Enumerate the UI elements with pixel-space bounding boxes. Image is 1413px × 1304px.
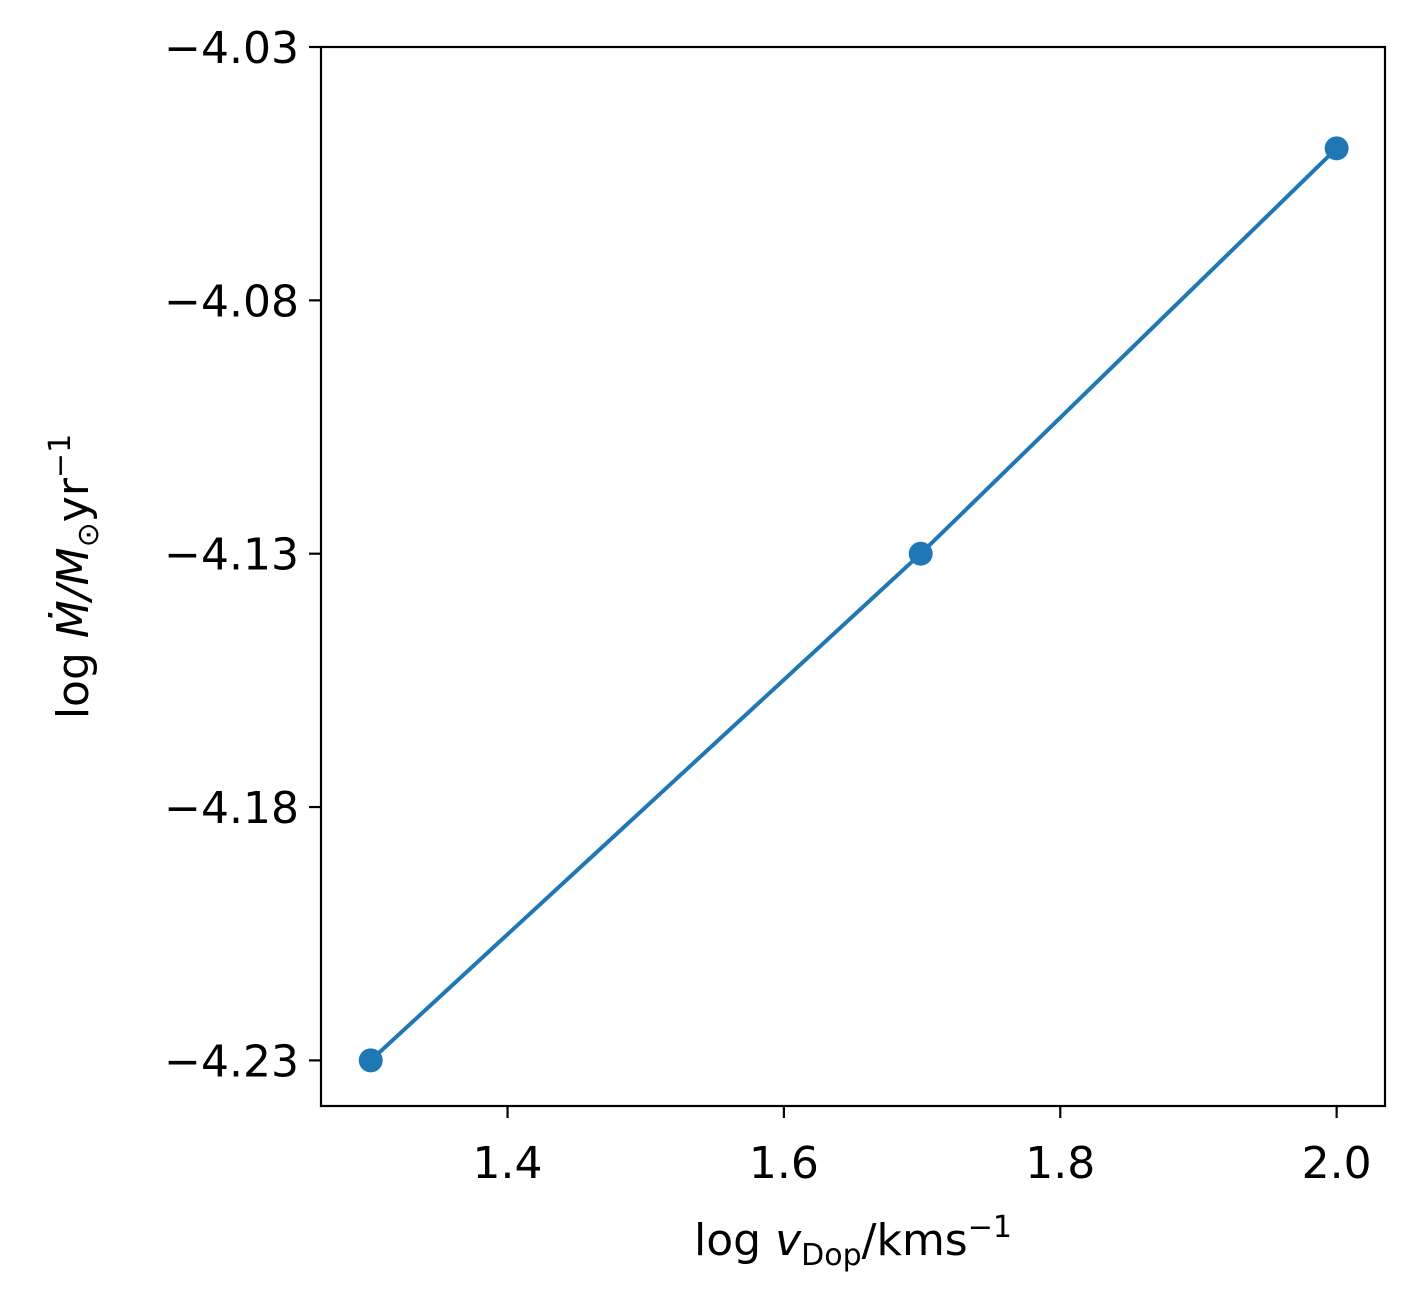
x-tick-label: 1.4 bbox=[473, 1138, 543, 1189]
x-tick-label: 2.0 bbox=[1302, 1138, 1372, 1189]
x-axis-label: log vDop/kms−1 bbox=[694, 1210, 1012, 1273]
x-tick-label: 1.8 bbox=[1025, 1138, 1095, 1189]
y-tick-label: −4.08 bbox=[164, 276, 299, 327]
x-tick-label: 1.6 bbox=[749, 1138, 819, 1189]
y-tick-label: −4.03 bbox=[164, 23, 299, 74]
plot-frame bbox=[319, 45, 1387, 1108]
y-axis-label-mid: /M bbox=[48, 547, 99, 604]
data-point bbox=[358, 1048, 383, 1073]
y-axis-label-prefix: log bbox=[48, 638, 99, 719]
x-axis-label-units: /kms bbox=[862, 1215, 968, 1266]
data-point bbox=[1324, 136, 1349, 161]
y-tick-label: −4.18 bbox=[164, 783, 299, 834]
series-layer bbox=[358, 136, 1349, 1073]
x-axis-label-var: v bbox=[775, 1215, 802, 1266]
y-axis: −4.23 −4.18 −4.13 −4.08 −4.03 bbox=[164, 23, 321, 1087]
y-axis-label-sub: ⊙ bbox=[71, 522, 106, 547]
y-axis-label-var: Ṁ bbox=[47, 600, 99, 638]
x-axis-label-prefix: log bbox=[694, 1215, 775, 1266]
y-tick-label: −4.13 bbox=[164, 530, 299, 581]
data-point bbox=[908, 541, 933, 566]
x-axis: 1.4 1.6 1.8 2.0 bbox=[473, 1106, 1372, 1189]
y-axis-label-sup: −1 bbox=[43, 434, 78, 478]
y-axis-label: log Ṁ/M⊙yr−1 bbox=[43, 434, 106, 719]
y-axis-label-units: yr bbox=[48, 477, 99, 522]
y-tick-label: −4.23 bbox=[164, 1036, 299, 1087]
x-axis-label-sup: −1 bbox=[968, 1210, 1012, 1245]
x-axis-label-sub: Dop bbox=[801, 1238, 862, 1273]
